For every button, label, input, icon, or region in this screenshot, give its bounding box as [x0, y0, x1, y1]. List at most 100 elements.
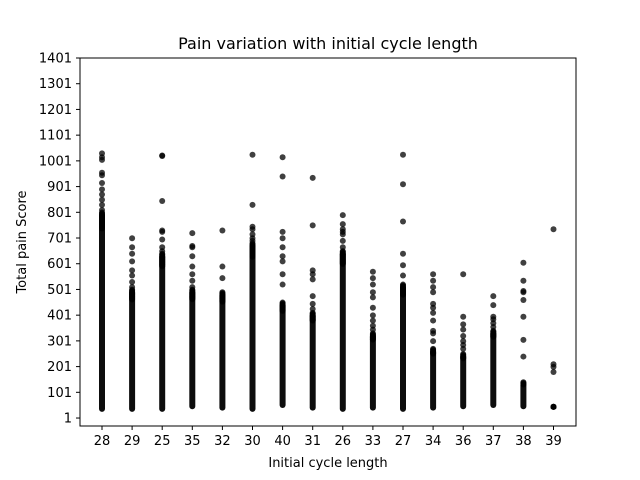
data-point	[490, 334, 497, 341]
x-tick-label: 34	[425, 434, 442, 449]
data-point-outlier	[189, 271, 196, 278]
y-tick-label: 1301	[39, 77, 72, 92]
data-point-outlier	[99, 206, 105, 213]
x-axis: 28 29 25 35 32 30 40 31 26 33 27 34 36 37 38 39	[94, 426, 562, 449]
data-point-outlier	[99, 169, 105, 176]
data-point-outlier	[369, 317, 376, 324]
data-point	[430, 350, 437, 357]
data-point-outlier	[129, 284, 136, 291]
data-point-outlier	[159, 197, 166, 204]
data-point-outlier	[189, 263, 196, 270]
point-band-38	[520, 382, 527, 410]
point-band-26	[339, 251, 346, 412]
x-tick-label: 38	[515, 434, 532, 449]
data-point	[279, 307, 286, 314]
x-tick-label: 36	[455, 434, 472, 449]
plot-frame	[79, 57, 577, 427]
data-point	[249, 253, 256, 260]
data-point-outlier	[520, 353, 527, 360]
data-point	[520, 381, 527, 388]
data-point-outlier	[249, 231, 256, 238]
point-band-25	[159, 253, 166, 412]
point-band-40	[279, 302, 286, 408]
y-tick-label: 101	[47, 386, 72, 401]
y-tick-label: 1401	[39, 52, 72, 67]
data-point-outlier	[460, 321, 467, 328]
data-point-outlier	[159, 236, 166, 243]
y-tick-label: 1201	[39, 103, 72, 118]
data-points	[99, 150, 557, 412]
data-point-outlier	[279, 253, 286, 260]
data-point-outlier	[400, 151, 406, 158]
data-point-outlier	[279, 173, 286, 180]
data-point	[550, 403, 557, 410]
y-tick-label: 401	[47, 309, 72, 324]
data-point-outlier	[369, 322, 376, 329]
y-tick-label: 1101	[39, 129, 72, 144]
data-point-outlier	[430, 309, 437, 316]
data-point-outlier	[550, 368, 557, 375]
data-point	[400, 291, 406, 298]
chart-title: Pain variation with initial cycle length	[178, 34, 478, 53]
data-point-outlier	[550, 361, 557, 368]
data-point-outlier	[520, 277, 527, 284]
data-point-outlier	[309, 267, 316, 274]
data-point-outlier	[129, 250, 136, 257]
data-point-outlier	[189, 242, 196, 249]
data-point-outlier	[129, 235, 136, 242]
data-point-outlier	[369, 294, 376, 301]
point-band-34	[430, 348, 437, 411]
y-tick-label: 801	[47, 206, 72, 221]
data-point-outlier	[430, 327, 437, 334]
x-tick-label: 33	[365, 434, 382, 449]
data-point-outlier	[189, 253, 196, 260]
data-point-outlier	[129, 272, 136, 279]
data-point-outlier	[369, 268, 376, 275]
data-point	[159, 263, 166, 270]
data-point-outlier	[460, 332, 467, 339]
data-point-outlier	[520, 259, 527, 266]
data-point-outlier	[369, 304, 376, 311]
point-band-36	[460, 353, 467, 410]
data-point-outlier	[309, 222, 316, 229]
data-point-outlier	[520, 336, 527, 343]
data-point-outlier	[339, 237, 346, 244]
data-point-outlier	[339, 244, 346, 251]
data-point-outlier	[99, 196, 105, 203]
y-tick-label: 301	[47, 334, 72, 349]
data-point-outlier	[339, 226, 346, 233]
y-axis-label: Total pain Score	[15, 190, 30, 294]
data-point	[369, 336, 376, 343]
y-tick-label: 201	[47, 360, 72, 375]
data-point-outlier	[460, 313, 467, 320]
data-point-outlier	[400, 272, 406, 279]
data-point-outlier	[369, 312, 376, 319]
data-point-outlier	[99, 191, 105, 198]
y-tick-label: 701	[47, 232, 72, 247]
y-axis: 1101201301401501601701801901100111011201…	[39, 52, 80, 427]
data-point	[129, 296, 136, 303]
x-tick-label: 25	[154, 434, 171, 449]
data-point-outlier	[129, 267, 136, 274]
data-point-outlier	[249, 201, 256, 208]
data-point-outlier	[129, 278, 136, 285]
data-point-outlier	[430, 338, 437, 345]
x-tick-label: 27	[395, 434, 412, 449]
data-point-outlier	[490, 313, 497, 320]
data-point-outlier	[159, 227, 166, 234]
point-band-33	[369, 333, 376, 411]
x-tick-label: 30	[244, 434, 261, 449]
data-point	[99, 225, 105, 232]
data-point-outlier	[369, 281, 376, 288]
data-point-outlier	[159, 244, 166, 251]
data-point-outlier	[430, 300, 437, 307]
data-point-outlier	[460, 271, 467, 278]
data-point	[219, 298, 226, 305]
point-band-35	[189, 289, 196, 410]
point-band-29	[129, 289, 136, 412]
data-point-outlier	[490, 293, 497, 300]
point-band-32	[219, 292, 226, 411]
data-point-outlier	[99, 186, 105, 193]
